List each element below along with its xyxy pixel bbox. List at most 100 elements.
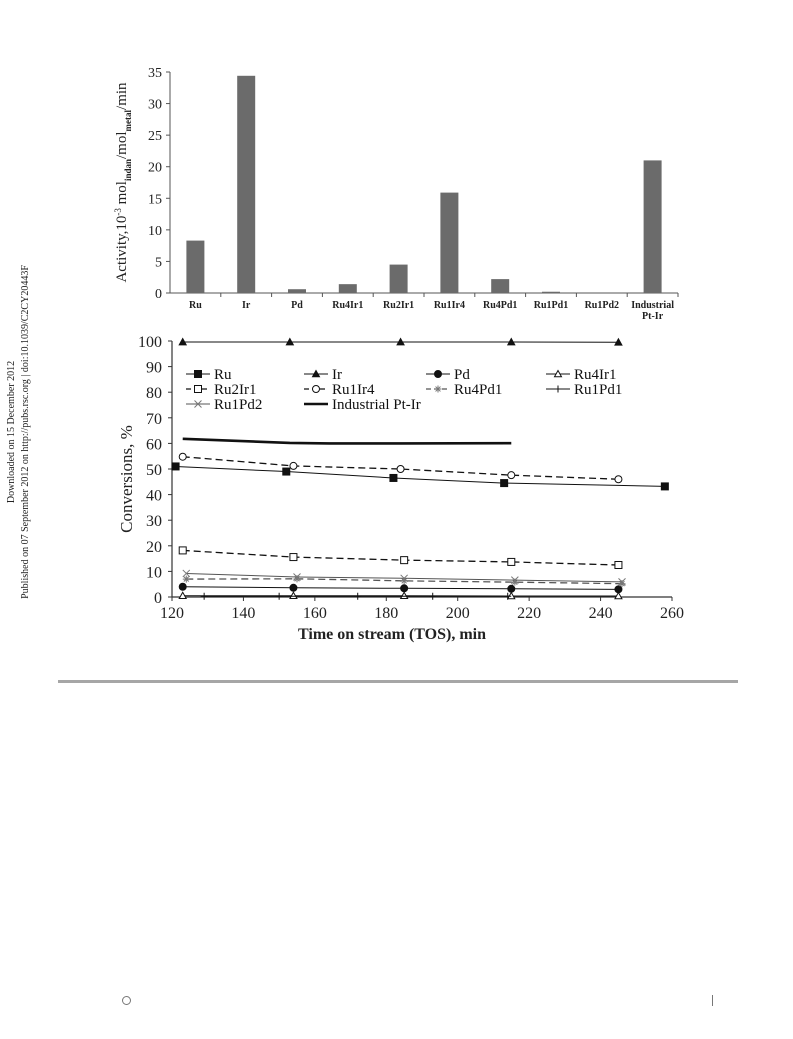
horizontal-rule [58,680,738,683]
point-ru4ir1-4 [614,591,623,600]
point-ru2ir1-2 [400,556,409,565]
legend-marker-ru4pd1 [434,385,442,393]
series-line-ru4pd1 [186,578,623,585]
bar-y-tick-label-5: 5 [155,255,162,270]
side-note-svg: Downloaded on 15 December 2012 Published… [6,265,31,599]
side-note-line-1: Downloaded on 15 December 2012 [6,361,17,503]
bar-y-axis-label: Activity,10-3 molindan/molmetal/min [113,82,133,283]
point-ru4ir1-2 [399,591,409,600]
legend-label-ru1pd2: Ru1Pd2 [214,397,262,413]
line-chart-series [171,337,669,600]
bar-ru4ir1 [338,284,357,293]
line-y-tick-label-100: 100 [138,334,162,351]
line-chart-legend: Ru Ir Pd Ru4Ir1 Ru2Ir1 Ru1Ir4 Ru4Pd1 Ru1Pd1 Ru1P… [186,367,622,413]
line-x-tick-label-200: 200 [446,605,470,622]
line-y-tick-label-20: 20 [146,539,162,556]
line-y-tick-label-90: 90 [146,360,162,377]
point-ru2ir1-4 [614,561,623,569]
legend-label-ru: Ru [214,367,232,383]
legend-entry-pd: Pd [426,367,470,383]
line-x-tick-label-180: 180 [374,605,398,622]
point-ru1ir4-2 [396,465,405,473]
line-x-tick-label-120: 120 [160,605,184,622]
line-x-tick-label-240: 240 [589,605,613,622]
legend-entry-ru1ir4: Ru1Ir4 [304,382,375,398]
bar-category-label-pd: Pd [291,300,303,311]
bar-chart-bars [186,75,662,293]
line-x-tick-label-160: 160 [303,605,327,622]
legend-entry-ru4ir1: Ru4Ir1 [546,367,617,383]
series-ru4pd1 [182,575,626,588]
legend-marker-ru1ir4 [312,385,320,393]
point-ir-1 [285,337,295,346]
bar-category-label-ir: Ir [242,300,251,311]
series-ru1pd1 [200,592,512,600]
legend-marker-ru1pd1 [554,385,562,393]
point-ru1pd2-4 [618,578,626,586]
line-y-tick-label-70: 70 [146,411,162,428]
point-ru1pd1-0 [200,592,208,600]
footer-divider-icon [712,995,713,1006]
point-ru1pd2-2 [400,574,408,583]
line-y-tick-label-40: 40 [146,488,162,505]
bar-y-tick-label-10: 10 [148,224,162,239]
point-ru1pd2-0 [182,569,191,578]
legend-marker-pd [434,370,442,378]
series-ir [178,337,623,346]
point-ru1pd1-4 [504,592,512,600]
series-pd [178,582,623,594]
point-ru2ir1-3 [507,557,516,566]
legend-marker-ru4ir1 [553,369,563,378]
point-ru1ir4-0 [178,452,187,461]
bar-category-label-ru2ir1: Ru2Ir1 [383,300,414,311]
bar-category-label-ru1pd2: Ru1Pd2 [585,300,619,311]
point-ir-0 [178,337,188,346]
legend-entry-ru2ir1: Ru2Ir1 [186,382,257,398]
bar-y-tick-label-35: 35 [148,66,162,81]
point-pd-2 [400,584,409,593]
bar-y-tick-label-25: 25 [148,129,162,144]
point-ru-0 [171,462,180,471]
line-y-tick-label-80: 80 [146,385,162,402]
bar-pd [288,289,306,293]
bar-ru1pd1 [542,291,560,293]
point-ru4ir1-0 [178,591,188,600]
bar-category-label-ru4pd1: Ru4Pd1 [483,300,517,311]
legend-entry-ru1pd1: Ru1Pd1 [546,382,622,398]
bar-y-tick-label-15: 15 [148,192,162,207]
point-ru4pd1-4 [618,580,626,588]
legend-label-ir: Ir [332,367,342,383]
point-ru2ir1-0 [178,546,187,555]
point-pd-3 [507,584,516,593]
bar-ru4pd1 [491,279,510,293]
legend-entry-ru1pd2: Ru1Pd2 [186,397,262,413]
bar-category-label-industrial-pt-ir: Industrial Pt-Ir [631,300,674,322]
point-ru4pd1-0 [182,575,190,583]
line-x-tick-label-260: 260 [660,605,684,622]
line-y-tick-label-30: 30 [146,513,162,530]
point-ru4pd1-3 [511,578,519,586]
legend-label-ru1ir4: Ru1Ir4 [332,382,375,398]
legend-entry-industrial-pt-ir: Industrial Pt-Ir [304,397,421,413]
point-ru4ir1-1 [289,591,298,600]
line-y-tick-label-50: 50 [146,462,162,479]
line-y-tick-label-60: 60 [146,436,162,453]
series-ru1ir4 [178,452,623,484]
bar-industrial-pt-ir [643,160,662,293]
legend-label-industrial-pt-ir: Industrial Pt-Ir [332,397,421,413]
legend-entry-ru4pd1: Ru4Pd1 [426,382,502,398]
bar-ru1ir4 [440,192,459,293]
bar-chart: 0 5 10 15 20 25 30 35 Ru Ir Pd Ru4Ir1 Ru2Ir1 Ru1Ir4 Ru… [113,66,679,322]
point-ir-4 [614,337,623,346]
bar-chart-labels: 0 5 10 15 20 25 30 35 Ru Ir Pd Ru4Ir1 Ru2Ir1 Ru1Ir4 Ru… [113,66,674,322]
legend-marker-ru2ir1 [194,385,202,393]
line-x-tick-label-140: 140 [231,605,255,622]
bar-ru [186,240,205,293]
bar-ir [237,75,256,293]
legend-marker-ru1pd2 [194,400,202,408]
footer-circle-icon [122,996,131,1005]
legend-label-ru2ir1: Ru2Ir1 [214,382,257,398]
bar-y-tick-label-0: 0 [155,287,162,302]
point-ru1pd1-3 [429,592,437,600]
point-ru1pd2-1 [293,573,301,581]
